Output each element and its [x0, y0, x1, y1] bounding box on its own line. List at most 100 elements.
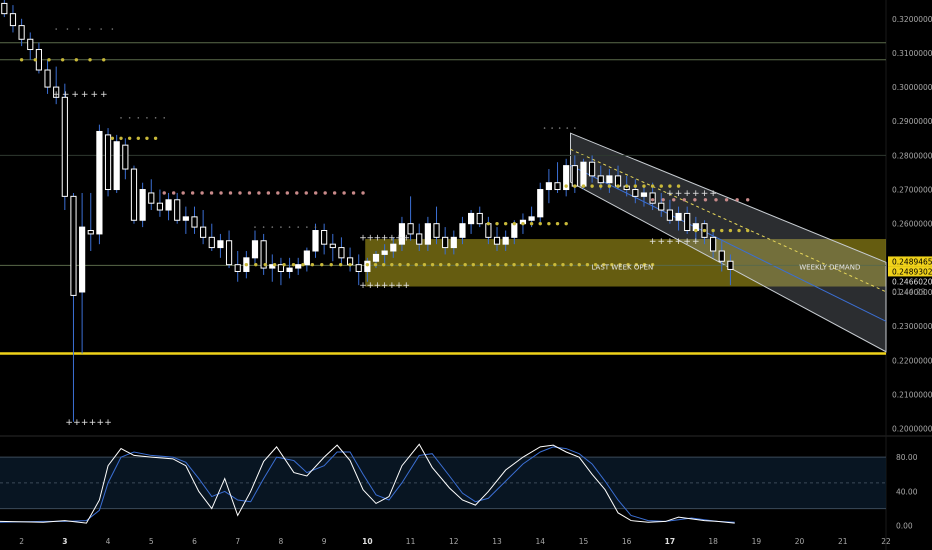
indicator-dot [720, 228, 724, 233]
price-tick-label: 0.2600000 [892, 220, 932, 229]
indicator-dot [496, 262, 500, 267]
indicator-cross: + [374, 233, 382, 243]
indicator-dot [314, 226, 317, 228]
indicator-dot [650, 184, 655, 188]
candle-body [53, 86, 60, 98]
indicator-cross: + [395, 233, 403, 243]
candle-body [597, 175, 604, 184]
candle-body [424, 223, 431, 245]
indicator-dot [74, 58, 79, 62]
indicator-dot [291, 262, 296, 267]
candle-body [96, 130, 103, 235]
indicator-cross: + [666, 237, 674, 247]
candle-body [459, 223, 466, 238]
time-tick-label: 19 [752, 537, 762, 546]
indicator-dot [564, 184, 568, 188]
indicator-dot [304, 191, 308, 195]
time-tick-label: 2 [19, 537, 24, 546]
indicator-dot [120, 117, 122, 119]
oscillator-tick-label: 80.00 [896, 453, 918, 462]
candle-body [87, 230, 94, 235]
indicator-cross: + [65, 418, 73, 428]
indicator-dot [181, 191, 185, 195]
indicator-cross: + [381, 233, 389, 243]
oscillator-tick-label: 0.00 [896, 522, 913, 531]
indicator-dot [430, 262, 435, 267]
indicator-dot [724, 198, 729, 202]
candle-body [122, 144, 129, 170]
indicator-cross: + [388, 233, 396, 243]
price-tick-label: 0.3200000 [892, 15, 932, 24]
indicator-dot [162, 191, 166, 195]
candle-body [511, 223, 518, 238]
indicator-cross: + [649, 237, 657, 247]
channel-midline [570, 164, 887, 322]
indicator-dot [263, 262, 267, 267]
indicator-dot [276, 191, 280, 195]
indicator-dot [564, 221, 568, 226]
indicator-cross: + [366, 233, 374, 243]
indicator-dot [153, 136, 158, 141]
indicator-cross: + [366, 281, 374, 291]
indicator-dot [190, 191, 195, 195]
candle-body [217, 240, 224, 249]
indicator-cross: + [701, 189, 709, 199]
indicator-dot [209, 191, 214, 195]
indicator-dot [88, 58, 92, 62]
time-tick-label: 10 [362, 537, 372, 546]
candle-body [269, 264, 276, 269]
indicator-dot [590, 184, 594, 188]
indicator-dot [110, 136, 115, 141]
indicator-dot [610, 262, 614, 267]
indicator-dot [495, 221, 499, 226]
candle-body [35, 49, 42, 71]
indicator-dot [633, 184, 638, 188]
indicator-dot [272, 262, 277, 267]
indicator-dot [342, 191, 346, 195]
indicator-cross: + [692, 189, 700, 199]
countdown-label: 01:44:23 [892, 287, 926, 296]
indicator-dot [320, 262, 324, 267]
indicator-dot [661, 198, 665, 202]
candle-body [485, 223, 492, 238]
candle-body [606, 175, 613, 184]
price-tick-label: 0.3100000 [892, 49, 932, 58]
price-tick-label: 0.2700000 [892, 186, 932, 195]
candle-body [44, 69, 51, 88]
indicator-dot [361, 191, 365, 195]
indicator-dot [247, 191, 252, 195]
indicator-dot [487, 262, 492, 267]
candle-body [537, 189, 544, 218]
candle-body [182, 216, 189, 221]
candle-body [286, 267, 293, 272]
indicator-cross: + [73, 418, 81, 428]
indicator-cross: + [402, 233, 410, 243]
indicator-dot [414, 262, 418, 267]
candle-body [675, 212, 682, 221]
candle-body [70, 195, 77, 296]
indicator-dot [650, 198, 655, 202]
indicator-dot [271, 226, 274, 228]
indicator-dot [329, 262, 333, 267]
indicator-dot [381, 262, 386, 267]
price-axis[interactable]: 0.3200000 0.3100000 0.3000000 0.2900000 0.28… [888, 15, 932, 434]
indicator-cross: + [359, 233, 367, 243]
indicator-dot [77, 28, 80, 30]
indicator-dot [607, 184, 612, 188]
candle-body [104, 134, 112, 191]
indicator-dot [714, 198, 718, 202]
indicator-cross: + [89, 418, 97, 428]
candle-body [632, 189, 639, 197]
indicator-dot [19, 58, 24, 62]
indicator-dot [668, 184, 672, 188]
oscillator-pane[interactable]: 80.00 40.00 0.00 [0, 443, 918, 531]
indicator-dot [528, 262, 533, 267]
candle-body [710, 236, 717, 252]
indicator-dot [573, 184, 577, 188]
candle-body [251, 240, 259, 259]
time-axis[interactable]: 2 3 4 5 6 7 8 9 10 11 12 13 14 15 16 17 18 19 20 21 22 [19, 537, 891, 546]
indicator-dot [447, 262, 451, 267]
price-tick-label: 0.3000000 [892, 83, 932, 92]
